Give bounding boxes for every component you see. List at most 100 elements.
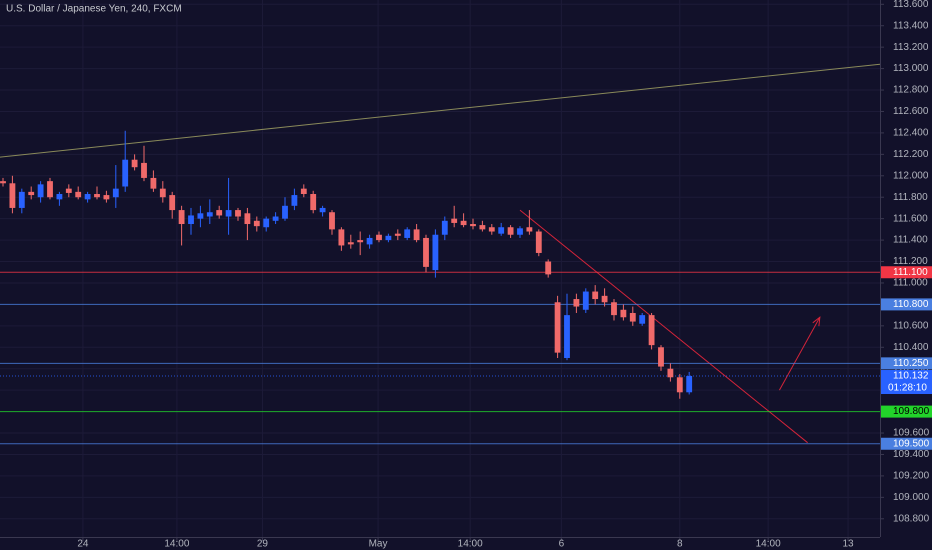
level-label: 109.800 xyxy=(893,406,930,417)
candle-body xyxy=(432,234,439,271)
candle-body xyxy=(338,229,345,246)
candle-body xyxy=(357,240,364,243)
arrow-head xyxy=(812,316,821,327)
candle-body xyxy=(112,188,119,198)
candle-body xyxy=(658,347,664,367)
candle-body xyxy=(103,195,110,200)
candle-body xyxy=(648,315,655,346)
candle-body xyxy=(545,261,552,275)
candle-body xyxy=(686,376,693,393)
candle-body xyxy=(366,237,373,245)
candle-body xyxy=(263,218,270,228)
x-tick-label: 29 xyxy=(257,539,269,550)
candle-body xyxy=(131,159,138,168)
candle-body xyxy=(244,213,251,225)
candle-body xyxy=(169,195,176,211)
candle-body xyxy=(460,220,467,226)
y-tick-label: 109.000 xyxy=(893,492,930,503)
level-label: 110.800 xyxy=(893,299,929,310)
candle-body xyxy=(592,291,599,300)
candle-body xyxy=(470,224,476,227)
candle-body xyxy=(56,194,63,200)
candle-body xyxy=(310,194,317,211)
x-tick-label: 14:00 xyxy=(458,539,483,550)
candle-body xyxy=(554,302,561,353)
y-tick-label: 110.400 xyxy=(893,342,929,353)
candle-body xyxy=(394,233,401,236)
candle-body xyxy=(319,207,326,213)
candle-body xyxy=(507,227,514,235)
candle-body xyxy=(441,220,448,235)
x-tick-label: 13 xyxy=(842,539,854,550)
candle-body xyxy=(75,191,82,198)
level-label-box xyxy=(881,266,932,279)
y-tick-label: 112.800 xyxy=(893,85,929,96)
candle-body xyxy=(385,235,392,241)
y-tick-label: 113.400 xyxy=(893,20,929,31)
candle-body xyxy=(216,210,223,216)
candle-body xyxy=(611,302,617,316)
candle-body xyxy=(150,177,157,189)
candle-body xyxy=(197,213,204,219)
candle-body xyxy=(620,309,627,318)
x-tick-label: 14:00 xyxy=(164,539,189,550)
countdown-label: 01:28:10 xyxy=(888,383,927,394)
candle-body xyxy=(37,184,44,198)
candle-body xyxy=(582,291,589,310)
candle-body xyxy=(526,227,533,232)
y-tick-label: 109.400 xyxy=(893,449,930,460)
candle-body xyxy=(282,205,288,219)
candle-body xyxy=(84,194,91,200)
level-label-box xyxy=(881,437,932,450)
arrow xyxy=(778,317,821,391)
candle-body xyxy=(291,195,298,206)
candle-body xyxy=(451,218,458,223)
level-label: 109.500 xyxy=(893,438,930,449)
candle-body xyxy=(488,227,495,232)
candle-body xyxy=(573,299,580,307)
candle-body xyxy=(347,242,354,245)
y-tick-label: 111.000 xyxy=(893,278,928,289)
candle-body xyxy=(9,183,16,208)
trend-line xyxy=(519,209,808,444)
candle-body xyxy=(65,188,72,193)
level-label-box xyxy=(881,357,932,370)
y-tick-label: 112.600 xyxy=(893,106,929,117)
candle-body xyxy=(94,194,100,198)
candle-body xyxy=(225,210,232,217)
level-label: 110.250 xyxy=(893,358,929,369)
y-tick-label: 109.600 xyxy=(893,428,930,439)
candle-body xyxy=(517,228,523,235)
candle-body xyxy=(206,212,213,217)
level-label-box xyxy=(881,298,932,311)
candle-body xyxy=(479,225,486,230)
drawings xyxy=(0,63,881,445)
candle-body xyxy=(329,212,335,230)
candle-body xyxy=(639,315,646,324)
candle-body xyxy=(178,210,185,225)
y-tick-label: 113.200 xyxy=(893,42,929,53)
y-tick-label: 112.200 xyxy=(893,149,929,160)
candle-body xyxy=(122,159,129,187)
candle-body xyxy=(564,315,570,358)
x-tick-label: 8 xyxy=(677,539,683,550)
price-labels: 111.100 110.800 110.250 109.800 109.500 110.1… xyxy=(881,266,932,450)
candle-body xyxy=(413,229,420,241)
candle-body xyxy=(0,181,6,184)
y-tick-label: 111.400 xyxy=(893,235,928,246)
x-tick-label: May xyxy=(369,539,388,550)
candle-body xyxy=(676,377,683,393)
candle-body xyxy=(188,215,194,225)
chart-title: U.S. Dollar / Japanese Yen, 240, FXCM xyxy=(6,4,182,15)
y-tick-label: 109.200 xyxy=(893,471,930,482)
y-tick-label: 111.200 xyxy=(893,256,928,267)
candle-body xyxy=(47,181,53,198)
x-tick-label: 14:00 xyxy=(756,539,781,550)
last-price-label: 110.132 xyxy=(893,371,929,382)
y-tick-label: 111.600 xyxy=(893,213,928,224)
y-tick-label: 110.600 xyxy=(893,320,929,331)
candle-body xyxy=(404,229,411,238)
candle-body xyxy=(28,191,35,196)
